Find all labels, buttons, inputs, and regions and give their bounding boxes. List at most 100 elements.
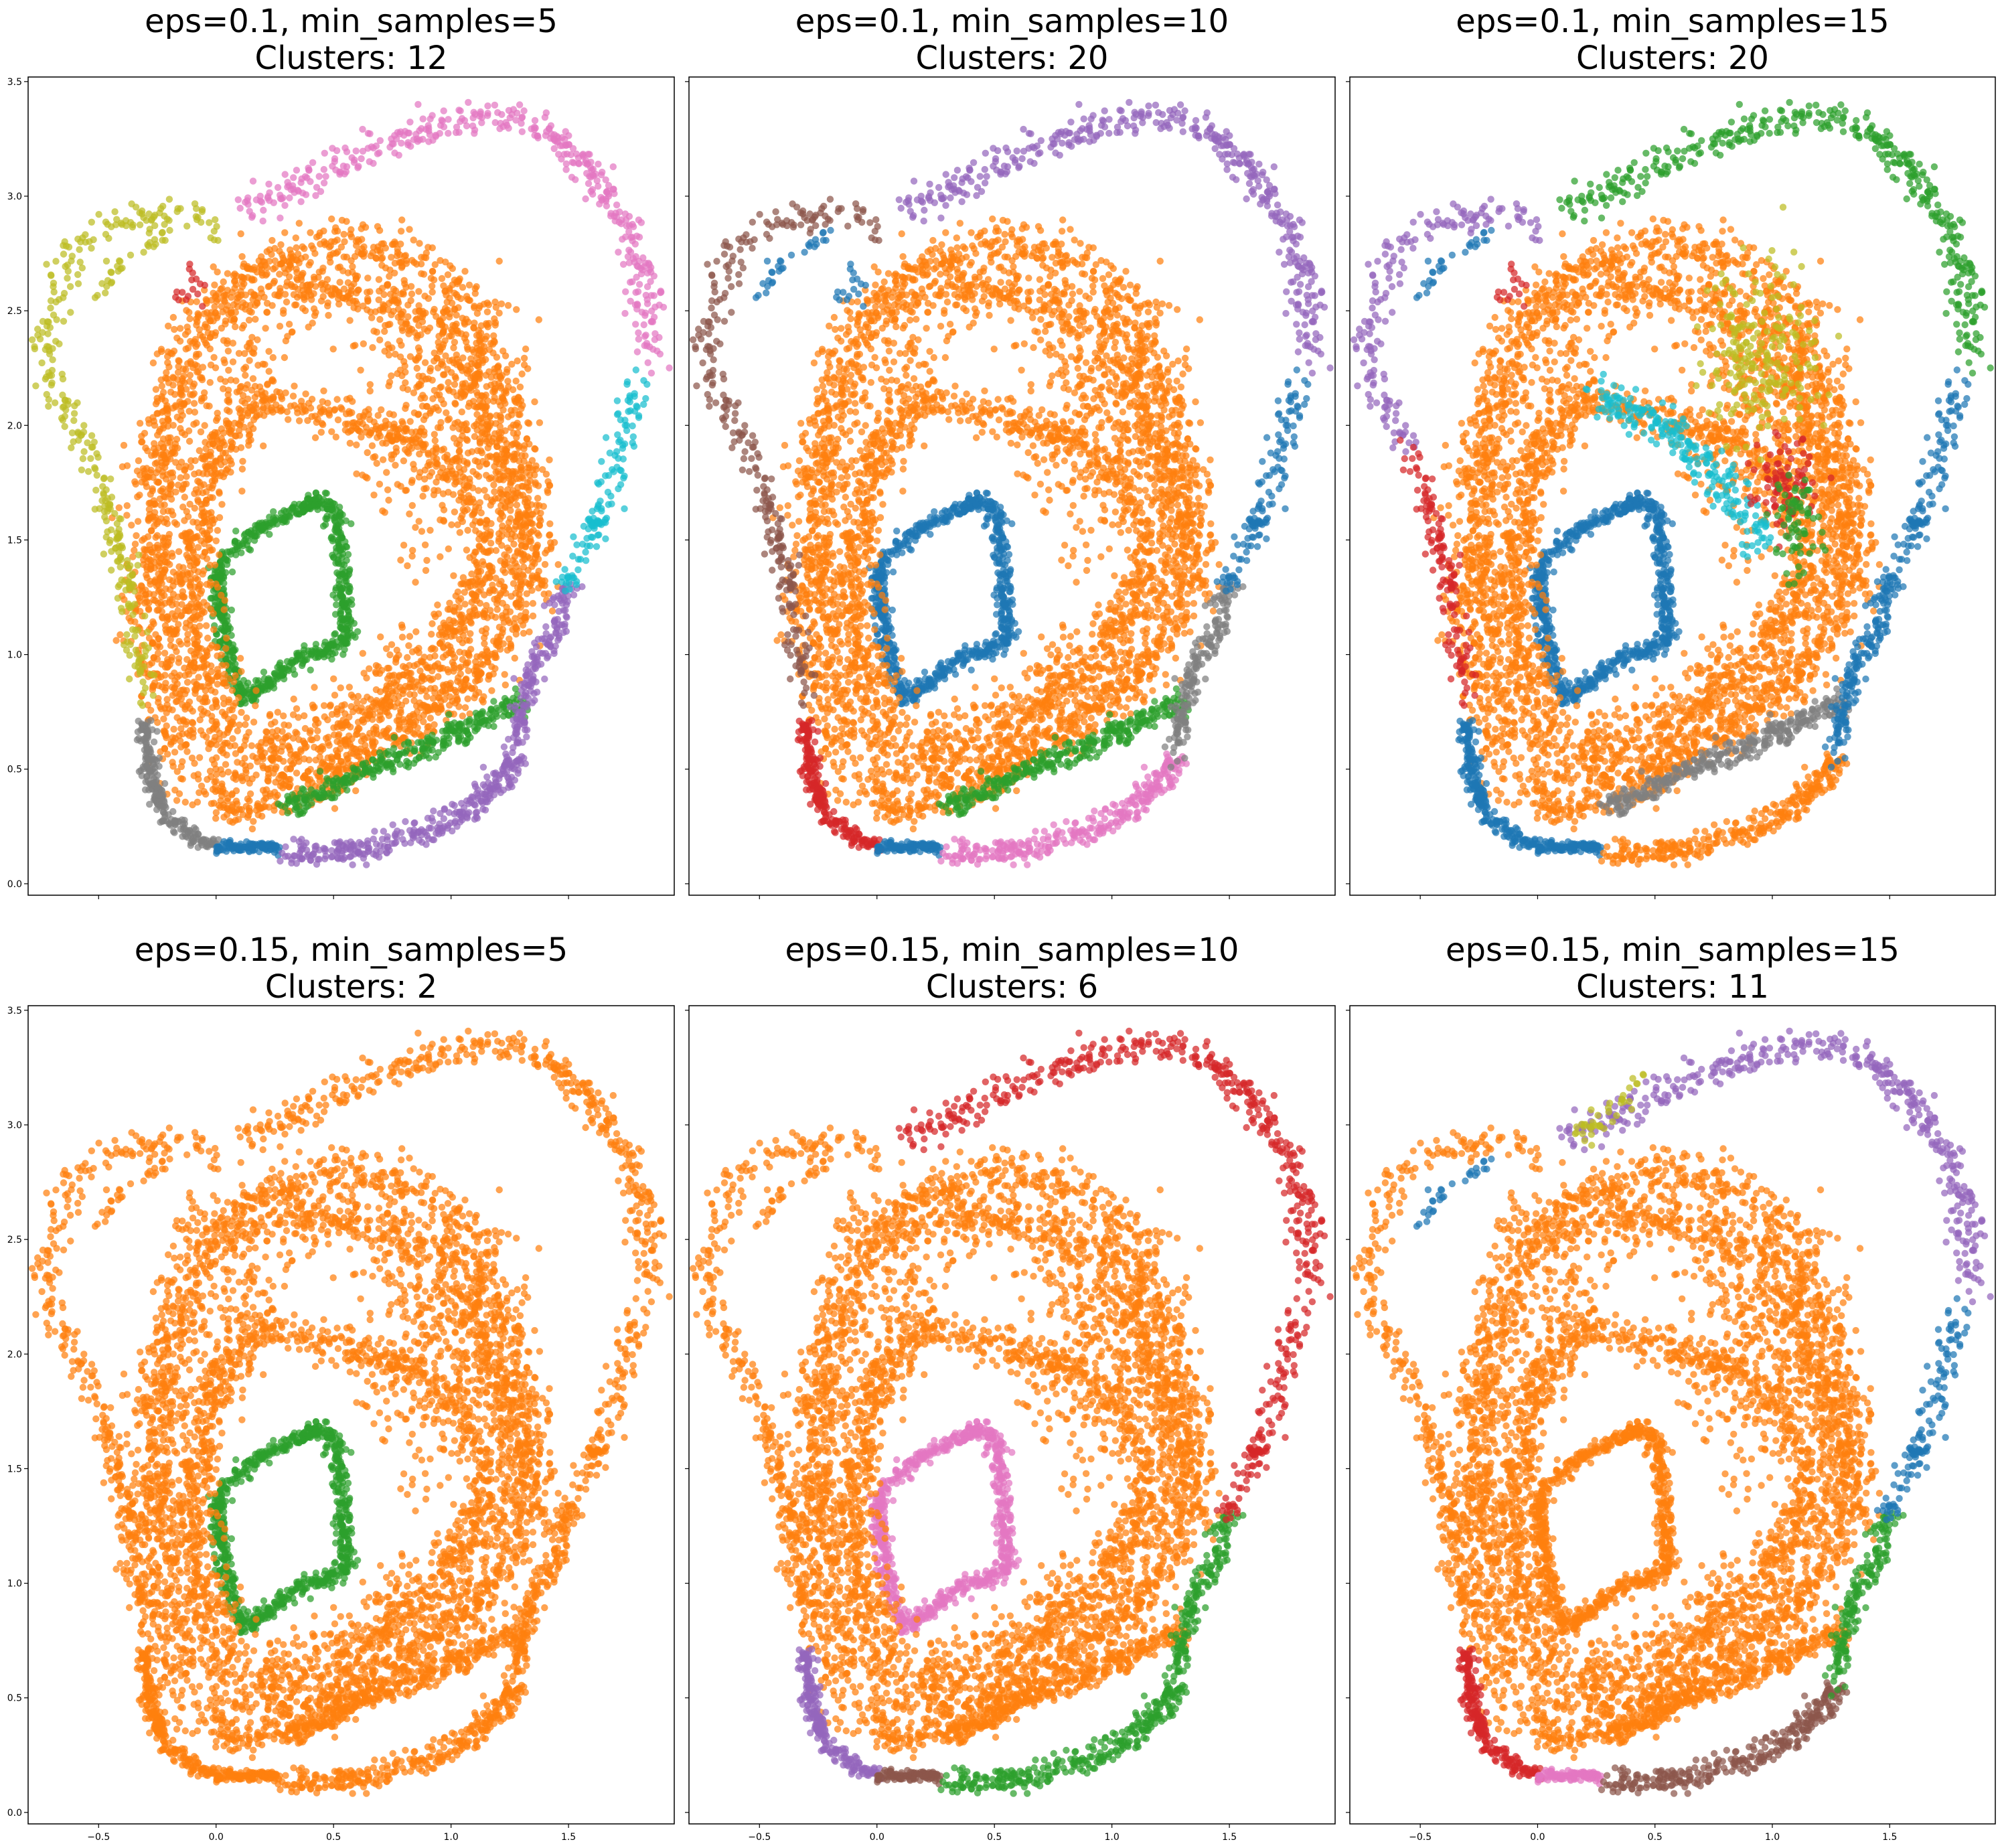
point: [294, 409, 301, 416]
point: [220, 356, 228, 364]
point: [457, 581, 465, 588]
point: [200, 599, 208, 606]
point: [208, 668, 215, 676]
point: [413, 364, 420, 372]
point: [358, 737, 365, 745]
point: [327, 291, 335, 298]
point: [224, 348, 232, 355]
point: [544, 489, 552, 496]
point: [305, 768, 312, 775]
point: [306, 729, 313, 737]
point: [225, 726, 232, 734]
point: [335, 301, 343, 308]
point: [431, 721, 438, 728]
point: [169, 692, 176, 699]
point: [270, 279, 277, 287]
point: [218, 501, 226, 508]
point: [232, 377, 240, 384]
point: [321, 489, 329, 497]
point: [376, 336, 384, 343]
point: [274, 791, 281, 799]
point: [194, 496, 202, 504]
point: [186, 372, 194, 379]
point: [312, 489, 320, 497]
point: [248, 742, 256, 749]
point: [348, 520, 355, 528]
subplot-title: eps=0.1, min_samples=5: [145, 3, 558, 40]
point: [194, 638, 202, 645]
point: [255, 257, 262, 264]
point: [177, 474, 184, 481]
point: [181, 379, 188, 386]
point: [147, 499, 154, 507]
point: [366, 416, 374, 423]
point: [461, 335, 469, 342]
point: [406, 418, 414, 425]
point: [239, 457, 246, 465]
point: [463, 420, 470, 427]
point: [487, 496, 495, 504]
point: [230, 653, 237, 661]
point: [169, 568, 177, 576]
point: [158, 382, 165, 390]
point: [388, 687, 396, 695]
point: [232, 771, 239, 778]
point: [346, 394, 354, 402]
point: [252, 315, 259, 323]
point: [522, 345, 530, 353]
point: [453, 693, 460, 701]
point: [431, 358, 438, 365]
point: [354, 426, 362, 433]
point: [208, 330, 216, 337]
point: [229, 735, 236, 743]
point: [177, 325, 184, 332]
point: [440, 506, 448, 514]
point: [327, 641, 335, 648]
point: [433, 445, 440, 453]
point: [281, 507, 288, 514]
point: [429, 289, 436, 296]
point: [502, 681, 509, 689]
point: [237, 444, 245, 451]
point: [441, 621, 449, 629]
point: [231, 742, 238, 749]
point: [367, 429, 375, 437]
point: [402, 425, 409, 433]
point: [417, 381, 425, 389]
point: [412, 579, 419, 586]
point: [224, 391, 232, 398]
point: [184, 398, 191, 405]
point: [400, 457, 408, 465]
point: [503, 368, 510, 376]
point: [431, 437, 439, 445]
point: [197, 428, 205, 436]
point: [528, 544, 536, 552]
point: [388, 455, 396, 463]
point: [460, 686, 467, 694]
point: [285, 416, 292, 423]
point: [212, 696, 219, 704]
point: [426, 653, 434, 661]
point: [398, 623, 406, 631]
point: [258, 519, 266, 527]
point: [463, 506, 471, 514]
point: [233, 388, 240, 396]
point: [199, 698, 207, 706]
point: [459, 315, 466, 322]
point: [179, 412, 186, 419]
point: [301, 296, 308, 303]
point: [214, 680, 221, 688]
point: [363, 749, 371, 757]
point: [497, 489, 504, 496]
point: [422, 485, 430, 492]
point: [229, 358, 237, 366]
point: [242, 372, 249, 379]
point: [440, 683, 447, 690]
point: [162, 548, 169, 556]
point: [499, 461, 507, 469]
point: [451, 508, 459, 516]
point: [371, 453, 379, 461]
point: [516, 523, 524, 530]
point: [524, 419, 532, 427]
point: [269, 354, 277, 362]
